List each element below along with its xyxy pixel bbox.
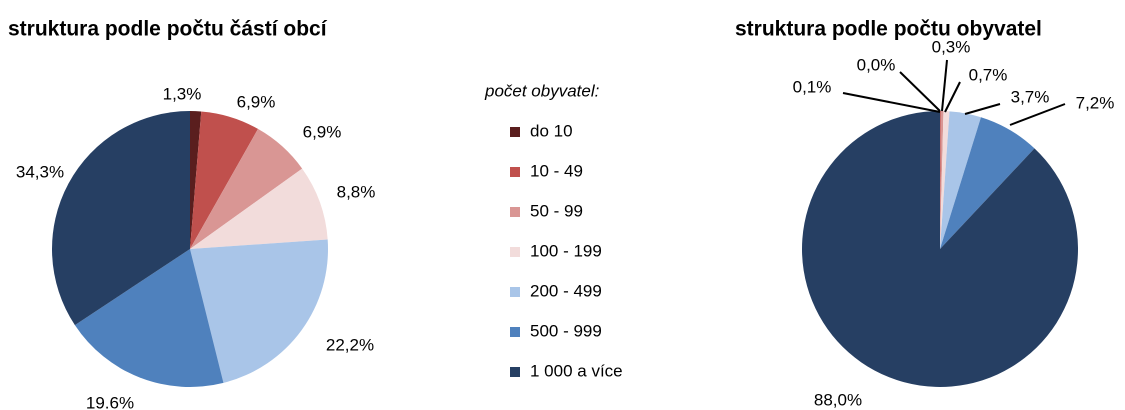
pie-slice bbox=[190, 239, 328, 383]
data-label: 88,0% bbox=[814, 390, 862, 409]
data-label: 6,9% bbox=[303, 122, 342, 141]
data-label: 3,7% bbox=[1011, 87, 1050, 106]
pie-slice bbox=[190, 168, 328, 249]
leader-line bbox=[899, 71, 941, 112]
pie-slice bbox=[190, 111, 258, 249]
chart-title: struktura podle počtu obyvatel bbox=[735, 18, 1042, 41]
chart-title: struktura podle počtu částí obcí bbox=[8, 18, 328, 41]
leader-line bbox=[941, 59, 948, 112]
pie-slice bbox=[940, 111, 950, 249]
pie-slice bbox=[940, 111, 944, 250]
legend-label: 50 - 99 bbox=[530, 201, 583, 220]
pie-slice bbox=[802, 111, 1078, 387]
pie-slice bbox=[940, 111, 981, 250]
legend-swatch bbox=[510, 207, 520, 217]
data-label: 0,1% bbox=[793, 77, 832, 96]
leader-line bbox=[842, 92, 941, 113]
legend-label: 1 000 a více bbox=[530, 361, 623, 380]
pie-slice bbox=[190, 111, 202, 249]
data-label: 7,2% bbox=[1076, 93, 1115, 112]
legend-swatch bbox=[510, 127, 520, 137]
data-label: 19.6% bbox=[86, 393, 134, 410]
legend-swatch bbox=[510, 367, 520, 377]
data-label: 1,3% bbox=[163, 84, 202, 103]
data-label: 34,3% bbox=[16, 162, 64, 181]
pie-slice bbox=[190, 128, 303, 249]
legend-label: 500 - 999 bbox=[530, 321, 602, 340]
legend-label: do 10 bbox=[530, 121, 573, 140]
legend-swatch bbox=[510, 287, 520, 297]
pie-slice bbox=[51, 111, 191, 326]
pie-slice bbox=[940, 111, 941, 249]
leader-line bbox=[1009, 103, 1066, 126]
legend-swatch bbox=[510, 247, 520, 257]
data-label: 0,0% bbox=[857, 55, 896, 74]
leader-line bbox=[964, 103, 1001, 115]
pie-slice bbox=[940, 117, 1035, 249]
legend-swatch bbox=[510, 327, 520, 337]
data-label: 22,2% bbox=[326, 335, 374, 354]
data-label: 8,8% bbox=[337, 182, 376, 201]
data-label: 6,9% bbox=[237, 92, 276, 111]
pie-slice bbox=[74, 249, 224, 388]
legend-label: 200 - 499 bbox=[530, 281, 602, 300]
legend-swatch bbox=[510, 167, 520, 177]
leader-line bbox=[944, 81, 961, 113]
data-label: 0,7% bbox=[969, 65, 1008, 84]
legend-label: 100 - 199 bbox=[530, 241, 602, 260]
legend-label: 10 - 49 bbox=[530, 161, 583, 180]
data-label: 0,3% bbox=[932, 37, 971, 56]
legend-title: počet obyvatel: bbox=[484, 81, 600, 100]
